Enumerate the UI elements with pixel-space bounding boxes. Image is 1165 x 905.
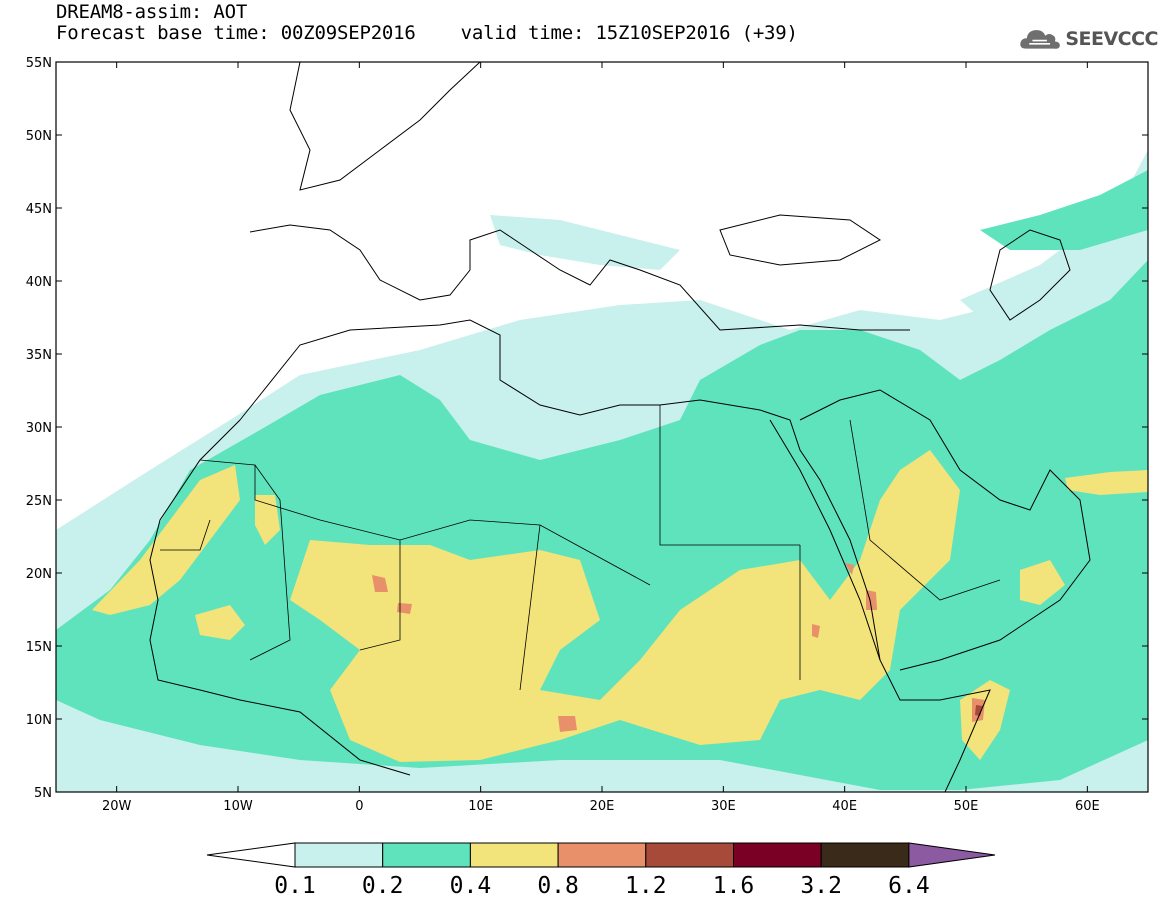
lon-tick-label: 60E xyxy=(1075,799,1100,814)
aot-band-0.4 xyxy=(290,450,960,762)
lon-tick-label: 20W xyxy=(102,799,132,814)
africa-coast xyxy=(149,319,991,792)
colorbar-swatch xyxy=(820,842,910,868)
lon-tick-label: 0 xyxy=(355,799,363,814)
colorbar-label: 1.2 xyxy=(625,873,667,899)
coastlines xyxy=(149,62,1091,792)
colorbar-label: 0.1 xyxy=(274,873,316,899)
colorbar-swatch xyxy=(469,842,559,868)
lat-tick-label: 25N xyxy=(26,494,52,509)
aot-band-0.4-c xyxy=(195,605,245,640)
lat-tick-label: 30N xyxy=(26,421,52,436)
product-title: DREAM8-assim: AOT xyxy=(56,1,248,23)
map-header: DREAM8-assim: AOT Forecast base time: 00… xyxy=(56,2,1016,44)
colorbar-label: 0.4 xyxy=(450,873,492,899)
aot-field xyxy=(56,62,1148,792)
aot-band-0.4-f xyxy=(1065,470,1148,495)
lat-tick-label: 40N xyxy=(26,275,52,290)
blacksea-coast xyxy=(719,214,881,266)
colorbar-label: 0.2 xyxy=(362,873,404,899)
arabia-coast xyxy=(799,389,1091,671)
lat-tick-label: 55N xyxy=(26,56,52,71)
colorbar-label: 1.6 xyxy=(713,873,755,899)
aot-band-0.4-e xyxy=(1020,560,1065,605)
aot-band-0.2-b xyxy=(980,170,1148,250)
axis-ticks: 55N 50N 45N 40N 35N 30N 25N 20N 15N 10N 5N 20W 10W 0 1… xyxy=(26,56,1148,814)
lat-tick-label: 45N xyxy=(26,202,52,217)
aot-band-0.4-b xyxy=(92,465,240,615)
logo-text: SEEVCCC xyxy=(1065,28,1158,50)
aot-band-0.4-g xyxy=(255,495,280,545)
lat-tick-label: 5N xyxy=(34,786,52,801)
lon-tick-label: 10E xyxy=(468,799,493,814)
aot-band-1.2 xyxy=(975,705,983,716)
lon-tick-label: 40E xyxy=(832,799,857,814)
colorbar-label: 0.8 xyxy=(537,873,579,899)
caspian-coast xyxy=(989,229,1071,321)
lon-tick-label: 50E xyxy=(954,799,979,814)
colorbar-swatch xyxy=(294,842,384,868)
colorbar-label: 3.2 xyxy=(800,873,842,899)
lat-tick-label: 50N xyxy=(26,129,52,144)
colorbar-swatch xyxy=(382,842,471,868)
seevccc-logo: SEEVCCC xyxy=(1018,22,1158,56)
redsea-coast xyxy=(769,419,881,661)
borders xyxy=(160,405,1001,691)
forecast-times: Forecast base time: 00Z09SEP2016 valid t… xyxy=(56,22,798,44)
lat-tick-label: 15N xyxy=(26,640,52,655)
colorbar-arrow-right xyxy=(908,842,996,868)
colorbar-label: 6.4 xyxy=(888,873,930,899)
lon-tick-label: 10W xyxy=(223,799,253,814)
colorbar: 0.1 0.2 0.4 0.8 1.2 1.6 3.2 6.4 xyxy=(206,842,996,899)
colorbar-swatch xyxy=(557,842,647,868)
cloud-icon xyxy=(1020,30,1060,49)
colorbar-swatch xyxy=(645,842,734,868)
colorbar-swatch xyxy=(733,842,822,868)
lon-tick-label: 20E xyxy=(590,799,615,814)
lat-tick-label: 10N xyxy=(26,713,52,728)
europe-coast xyxy=(249,62,910,331)
aot-band-0.1-b xyxy=(490,215,680,270)
lon-tick-label: 30E xyxy=(711,799,736,814)
lat-tick-label: 35N xyxy=(26,348,52,363)
colorbar-arrow-left xyxy=(206,842,296,868)
lat-tick-label: 20N xyxy=(26,567,52,582)
